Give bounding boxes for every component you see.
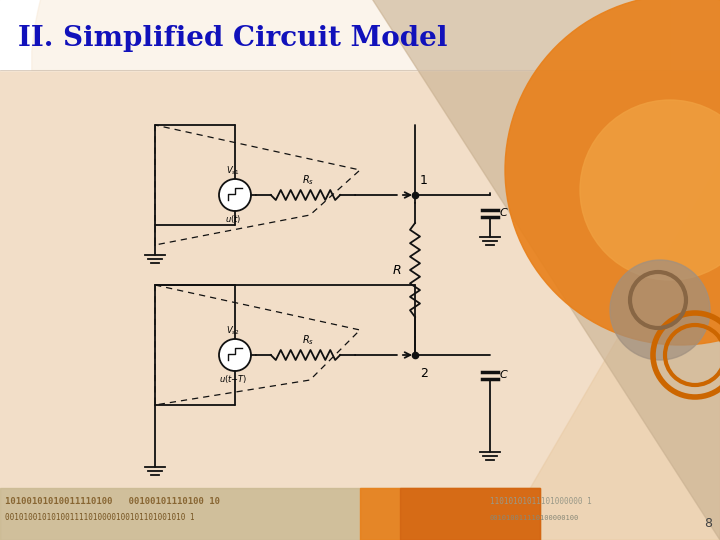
Text: C: C xyxy=(500,208,508,218)
Text: $V_{s1}$: $V_{s1}$ xyxy=(226,165,240,177)
Polygon shape xyxy=(302,0,720,540)
Text: C: C xyxy=(500,370,508,380)
Circle shape xyxy=(610,260,710,360)
Text: $V_{s2}$: $V_{s2}$ xyxy=(226,325,240,337)
Text: 11010101011101000000 1: 11010101011101000000 1 xyxy=(490,497,592,507)
Text: 8: 8 xyxy=(704,517,712,530)
Text: $R_s$: $R_s$ xyxy=(302,173,314,187)
Text: 001010010101001111010000100101101001010 1: 001010010101001111010000100101101001010 … xyxy=(5,514,194,523)
Circle shape xyxy=(580,100,720,280)
Circle shape xyxy=(219,339,251,371)
Text: R: R xyxy=(392,264,401,276)
Text: II. Simplified Circuit Model: II. Simplified Circuit Model xyxy=(18,24,448,51)
Text: 10100101010011110100   00100101110100 10: 10100101010011110100 00100101110100 10 xyxy=(5,497,220,507)
Text: $R_s$: $R_s$ xyxy=(302,333,314,347)
Bar xyxy=(360,488,540,540)
Circle shape xyxy=(505,0,720,345)
Polygon shape xyxy=(228,0,720,540)
Circle shape xyxy=(219,179,251,211)
Text: 2: 2 xyxy=(420,367,428,380)
Text: 1: 1 xyxy=(420,174,428,187)
Text: $u(t{-}T)$: $u(t{-}T)$ xyxy=(219,373,247,385)
Bar xyxy=(400,488,540,540)
Text: 001010011110100000100: 001010011110100000100 xyxy=(490,515,580,521)
Bar xyxy=(0,0,720,70)
Text: $u(t)$: $u(t)$ xyxy=(225,213,241,225)
Bar xyxy=(0,488,540,540)
